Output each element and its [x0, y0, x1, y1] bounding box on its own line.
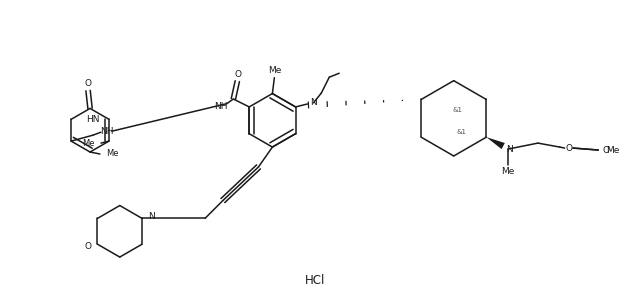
- Text: HCl: HCl: [305, 274, 325, 287]
- Text: Me: Me: [268, 66, 281, 75]
- Text: O: O: [565, 144, 572, 152]
- Polygon shape: [487, 137, 505, 149]
- Text: O: O: [603, 146, 610, 155]
- Text: HN: HN: [86, 115, 100, 124]
- Text: NH: NH: [214, 103, 227, 111]
- Text: Me: Me: [106, 149, 119, 159]
- Text: Me: Me: [502, 167, 515, 176]
- Text: O: O: [85, 79, 91, 88]
- Text: O: O: [235, 70, 242, 79]
- Text: &1: &1: [452, 107, 463, 113]
- Text: N: N: [506, 144, 512, 154]
- Text: O: O: [85, 242, 91, 251]
- Text: NH: NH: [100, 127, 114, 136]
- Text: Me: Me: [606, 146, 620, 155]
- Text: &1: &1: [457, 129, 467, 135]
- Text: N: N: [310, 99, 317, 107]
- Text: Me: Me: [83, 139, 95, 148]
- Text: N: N: [148, 212, 155, 221]
